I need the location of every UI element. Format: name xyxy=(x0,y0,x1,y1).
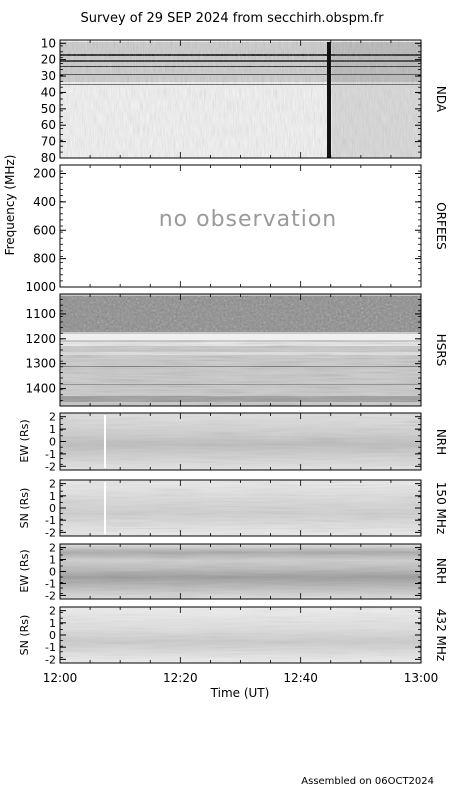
nrh432-ew-y-ticks: 210-1-2 xyxy=(45,542,422,602)
x-tick-label: 12:20 xyxy=(163,671,198,685)
nrh432-sn-y-ticks: 210-1-2 xyxy=(45,605,422,666)
nrh150-sn-y-ticks: 210-1-2 xyxy=(45,478,422,539)
y-tick-label: 2 xyxy=(49,478,56,491)
nda-label: NDA xyxy=(434,86,448,113)
y-tick-label: 1300 xyxy=(25,357,56,371)
y-tick-label: -2 xyxy=(45,526,56,539)
panel-nrh150-ew: 210-1-2 EW (Rs) xyxy=(18,411,422,473)
y-tick-label: 1 xyxy=(49,554,56,567)
x-tick-label: 12:00 xyxy=(43,671,78,685)
panel-nrh150-sn: 210-1-2 SN (Rs) xyxy=(18,478,422,539)
y-tick-label: 2 xyxy=(49,542,56,555)
nrh150-ew-ylabel: EW (Rs) xyxy=(18,419,31,462)
panel-nda: 10 20 30 40 50 60 70 80 NDA xyxy=(41,36,448,165)
hsrs-label: HSRS xyxy=(434,334,448,367)
y-tick-label: -1 xyxy=(45,577,56,590)
nrh432-sn-ylabel: SN (Rs) xyxy=(18,615,31,656)
y-tick-label: 1000 xyxy=(25,280,56,294)
y-tick-label: 10 xyxy=(41,36,56,50)
y-tick-label: 2 xyxy=(49,605,56,618)
y-tick-label: -2 xyxy=(45,589,56,602)
y-tick-label: 2 xyxy=(49,411,56,424)
y-tick-label: 0 xyxy=(49,629,56,642)
panel-hsrs: 1100 1200 1300 1400 HSRS xyxy=(25,293,448,407)
y-tick-label: 0 xyxy=(49,566,56,579)
y-tick-label: 600 xyxy=(33,223,56,237)
nrh432-ew-ylabel: EW (Rs) xyxy=(18,549,31,592)
y-tick-label: 1 xyxy=(49,617,56,630)
y-tick-label: -1 xyxy=(45,448,56,461)
y-tick-label: -1 xyxy=(45,641,56,654)
time-axis: 12:00 12:20 12:40 13:00 xyxy=(43,671,439,685)
nrh150-label-top: NRH xyxy=(434,429,448,455)
y-tick-label: 400 xyxy=(33,195,56,209)
y-tick-label: 80 xyxy=(41,151,56,165)
y-tick-label: 70 xyxy=(41,135,56,149)
hsrs-y-ticks: 1100 1200 1300 1400 xyxy=(25,293,422,407)
y-tick-label: 0 xyxy=(49,436,56,449)
x-tick-label: 13:00 xyxy=(404,671,439,685)
y-tick-label: 1400 xyxy=(25,382,56,396)
x-tick-label: 12:40 xyxy=(283,671,318,685)
frequency-axis-label: Frequency (MHz) xyxy=(3,155,17,256)
nda-y-ticks: 10 20 30 40 50 60 70 80 xyxy=(41,36,422,165)
panel-orfees: no observation 200 400 600 800 1000 ORFEES xyxy=(25,164,448,294)
y-tick-label: 800 xyxy=(33,252,56,266)
nrh150-sn-ylabel: SN (Rs) xyxy=(18,488,31,529)
y-tick-label: 50 xyxy=(41,102,56,116)
y-tick-label: 30 xyxy=(41,69,56,83)
y-tick-label: 200 xyxy=(33,167,56,181)
y-tick-label: 40 xyxy=(41,85,56,99)
nrh150-ew-y-ticks: 210-1-2 xyxy=(45,411,422,473)
y-tick-label: 20 xyxy=(41,53,56,67)
figure-title: Survey of 29 SEP 2024 from secchirh.obsp… xyxy=(80,11,384,26)
panel-nrh432-sn: 210-1-2 SN (Rs) xyxy=(18,605,422,666)
nrh432-label-bottom: 432 MHz xyxy=(434,609,448,661)
panel-nrh432-ew: 210-1-2 EW (Rs) xyxy=(18,542,422,602)
y-tick-label: -2 xyxy=(45,460,56,473)
y-tick-label: -1 xyxy=(45,514,56,527)
assembled-note: Assembled on 06OCT2024 xyxy=(301,776,434,787)
y-tick-label: 1 xyxy=(49,490,56,503)
y-tick-label: 1200 xyxy=(25,332,56,346)
y-tick-label: -2 xyxy=(45,653,56,666)
y-tick-label: 1 xyxy=(49,423,56,436)
nrh150-ew-burst xyxy=(104,415,106,468)
nrh150-label-bottom: 150 MHz xyxy=(434,482,448,534)
orfees-y-ticks: 200 400 600 800 1000 xyxy=(25,164,422,294)
y-tick-label: 60 xyxy=(41,118,56,132)
no-observation-label: no observation xyxy=(159,207,338,232)
nrh150-sn-burst xyxy=(104,482,106,534)
y-tick-label: 0 xyxy=(49,502,56,515)
nda-burst-line xyxy=(327,42,331,158)
time-axis-label: Time (UT) xyxy=(210,686,270,700)
nrh432-label-top: NRH xyxy=(434,558,448,584)
y-tick-label: 1100 xyxy=(25,307,56,321)
orfees-label: ORFEES xyxy=(434,202,448,249)
